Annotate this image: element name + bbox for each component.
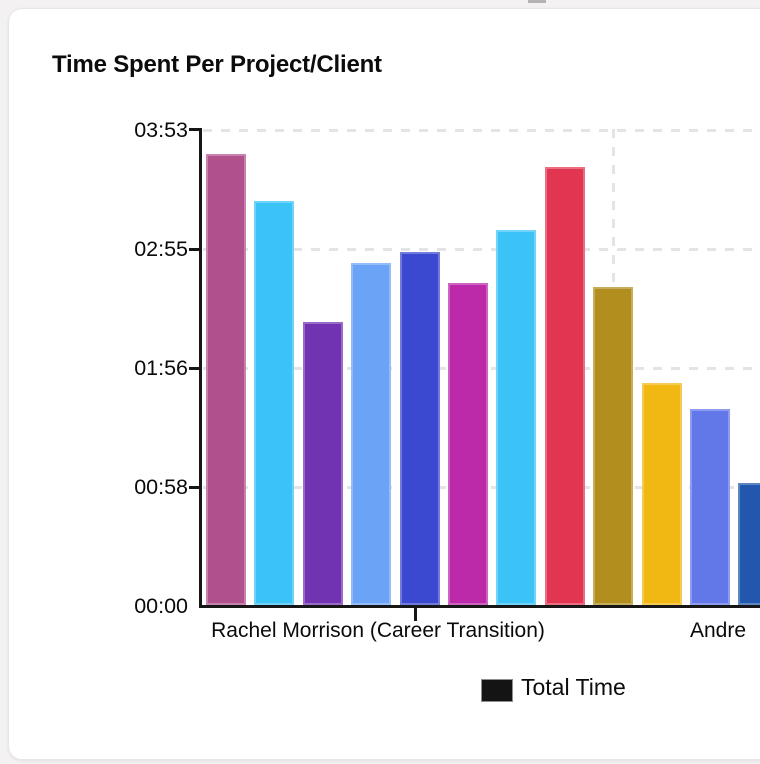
bar-3h41m[interactable] <box>206 154 246 605</box>
bar-3h35m[interactable] <box>545 167 585 605</box>
y-axis-tick-label: 00:58 <box>134 475 188 499</box>
legend-label-total-time[interactable]: Total Time <box>521 673 626 700</box>
y-axis-tick <box>189 367 199 370</box>
page-edge-artifact <box>528 0 546 3</box>
x-axis-label-andre-truncated: Andre <box>690 619 747 642</box>
gridline-horizontal <box>203 129 760 132</box>
y-axis-tick-label: 01:56 <box>134 356 188 380</box>
bar-3h04m[interactable] <box>496 230 536 605</box>
bar-2h48m[interactable] <box>351 263 391 605</box>
bar-3h18m[interactable] <box>254 201 294 605</box>
bar-1h00m[interactable] <box>738 483 760 605</box>
bar-2h19m[interactable] <box>303 322 343 605</box>
chart-title: Time Spent Per Project/Client <box>52 51 382 78</box>
bar-2h38m[interactable] <box>448 283 488 605</box>
y-axis-tick <box>189 486 199 489</box>
y-axis-tick-label: 03:53 <box>134 118 188 142</box>
x-axis-line <box>199 605 760 608</box>
y-axis-tick-label: 02:55 <box>134 237 188 261</box>
gridline-horizontal <box>203 248 760 251</box>
x-axis-label-rachel-morrison: Rachel Morrison (Career Transition) <box>211 619 545 642</box>
legend: Total Time <box>481 672 626 702</box>
bar-1h36m[interactable] <box>690 409 730 605</box>
y-axis-tick <box>189 128 202 131</box>
bar-2h36m[interactable] <box>593 287 633 605</box>
legend-swatch-total-time[interactable] <box>481 678 513 702</box>
bar-1h49m[interactable] <box>642 383 682 605</box>
bar-2h53m[interactable] <box>400 252 440 605</box>
x-axis-tick <box>414 608 417 621</box>
y-axis-tick <box>189 248 199 251</box>
y-axis-tick-label: 00:00 <box>134 594 188 618</box>
y-axis-line <box>199 128 202 608</box>
